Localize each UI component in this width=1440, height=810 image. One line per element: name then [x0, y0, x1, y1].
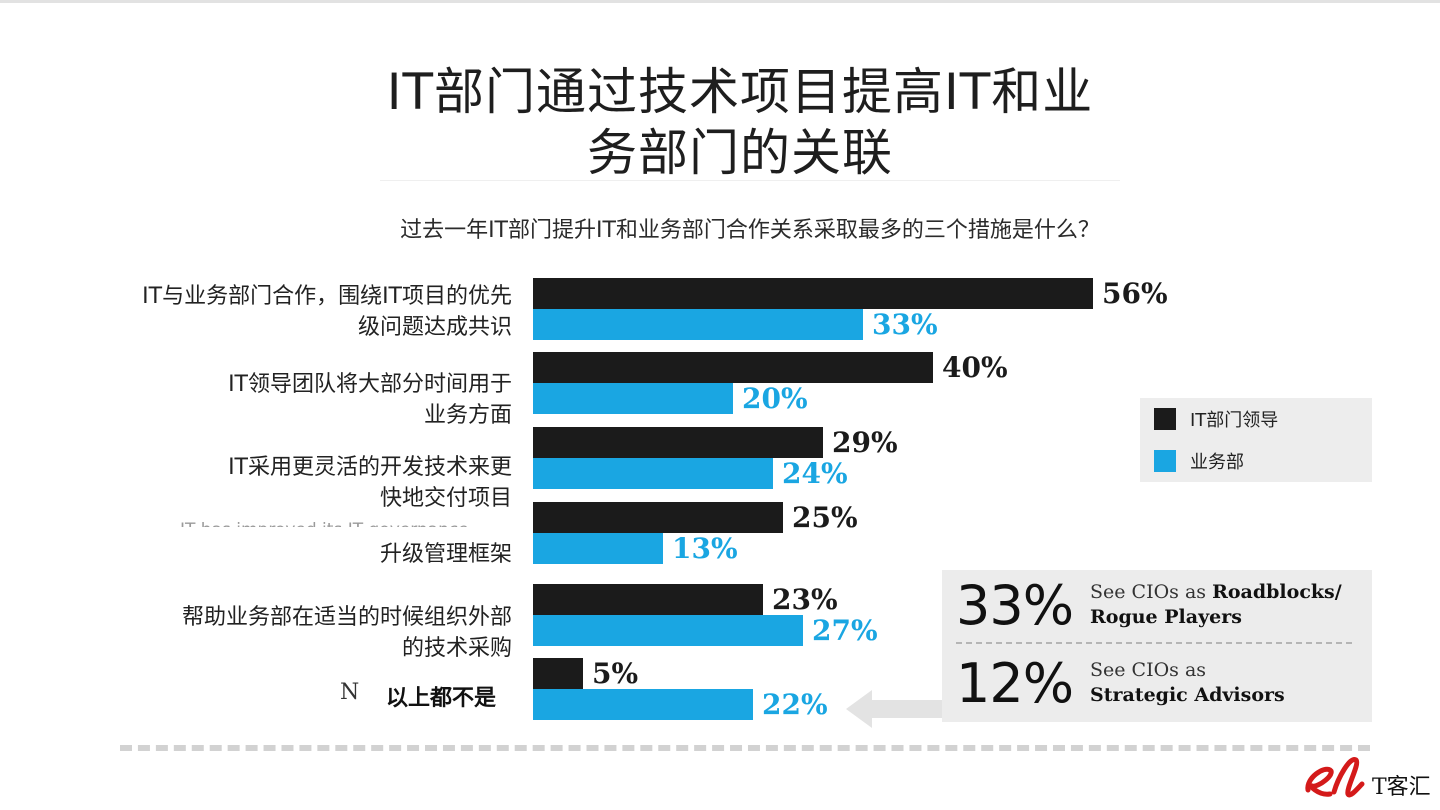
roadblocks-caption-bold-1: Roadblocks/: [1212, 581, 1342, 603]
title-divider: [380, 180, 1120, 181]
category-label-1-line-1: IT与业务部门合作，围绕IT项目的优先: [142, 284, 512, 309]
bar-business-5: [533, 615, 803, 646]
category-label-3-line-1: IT采用更灵活的开发技术来更: [228, 455, 512, 480]
category-label-3: IT采用更灵活的开发技术来更 快地交付项目: [228, 452, 512, 514]
category-label-2: IT领导团队将大部分时间用于 业务方面: [228, 369, 512, 431]
legend-label-business: 业务部: [1190, 452, 1244, 473]
legend-swatch-it: [1154, 408, 1176, 430]
value-label-it-leaders-6: 5%: [592, 657, 638, 690]
category-label-2-line-1: IT领导团队将大部分时间用于: [228, 372, 512, 397]
roadblocks-caption: See CIOs as Roadblocks/ Rogue Players: [1090, 580, 1342, 630]
value-label-it-leaders-1: 56%: [1102, 277, 1168, 310]
legend-item-business: 业务部: [1154, 450, 1244, 473]
bar-it-leaders-2: [533, 352, 933, 383]
category-label-4: 升级管理框架: [380, 539, 512, 570]
advisors-caption-plain: See CIOs as: [1090, 659, 1207, 681]
chart-subtitle: 过去一年IT部门提升IT和业务部门合作关系采取最多的三个措施是什么？: [400, 218, 1100, 243]
value-label-it-leaders-2: 40%: [942, 351, 1008, 384]
stray-letter: N: [340, 680, 360, 705]
advisors-percent: 12%: [956, 652, 1074, 715]
category-label-3-line-2: 快地交付项目: [379, 486, 512, 511]
chart-title-line-2: 务部门的关联: [587, 124, 893, 182]
callout-arrow-icon: [846, 690, 946, 728]
legend-swatch-business: [1154, 450, 1176, 472]
value-label-business-4: 13%: [672, 532, 738, 565]
category-label-6: 以上都不是: [386, 686, 497, 711]
value-label-business-1: 33%: [872, 308, 938, 341]
value-label-business-2: 20%: [742, 382, 808, 415]
brand-logo-text: T客汇: [1372, 775, 1431, 800]
bar-business-3: [533, 458, 773, 489]
category-label-5-line-1: 帮助业务部在适当的时候组织外部: [181, 605, 512, 630]
value-label-it-leaders-4: 25%: [792, 501, 858, 534]
roadblocks-caption-plain: See CIOs as: [1090, 581, 1213, 603]
bottom-dashed-rule: [120, 745, 1370, 751]
legend: IT部门领导 业务部: [1140, 398, 1372, 482]
cio-perception-panel: 33% See CIOs as Roadblocks/ Rogue Player…: [942, 570, 1372, 722]
value-label-business-3: 24%: [782, 457, 848, 490]
category-label-1: IT与业务部门合作，围绕IT项目的优先 级问题达成共识: [142, 281, 512, 343]
advisors-caption: See CIOs as Strategic Advisors: [1090, 658, 1285, 708]
category-label-1-line-2: 级问题达成共识: [357, 315, 512, 340]
roadblocks-percent: 33%: [956, 574, 1074, 637]
category-label-4-line-1: 升级管理框架: [379, 542, 512, 567]
bar-it-leaders-3: [533, 427, 823, 458]
bar-business-6: [533, 689, 753, 720]
bar-business-4: [533, 533, 663, 564]
legend-label-it: IT部门领导: [1190, 410, 1279, 431]
bar-it-leaders-5: [533, 584, 763, 615]
roadblocks-caption-bold-2: Rogue Players: [1090, 606, 1242, 628]
bar-it-leaders-4: [533, 502, 783, 533]
value-label-business-5: 27%: [812, 614, 878, 647]
panel-divider: [956, 642, 1352, 644]
value-label-it-leaders-5: 23%: [772, 583, 838, 616]
category-label-2-line-2: 业务方面: [423, 403, 512, 428]
bar-business-2: [533, 383, 733, 414]
value-label-it-leaders-3: 29%: [832, 426, 898, 459]
label-cover-patch: [380, 678, 510, 714]
legend-item-it: IT部门领导: [1154, 408, 1279, 431]
chart-title-line-1: IT部门通过技术项目提高IT和业: [386, 63, 1094, 121]
value-label-business-6: 22%: [762, 688, 828, 721]
category-label-5-line-2: 的技术采购: [401, 636, 512, 661]
faded-english-fragment: IT has improved its IT governance: [180, 518, 514, 527]
bar-it-leaders-1: [533, 278, 1093, 309]
advisors-caption-bold: Strategic Advisors: [1090, 684, 1285, 706]
bar-it-leaders-6: [533, 658, 583, 689]
brand-logo-icon: [1305, 757, 1365, 798]
category-label-5: 帮助业务部在适当的时候组织外部 的技术采购: [182, 602, 512, 664]
bar-business-1: [533, 309, 863, 340]
top-border: [0, 0, 1440, 3]
